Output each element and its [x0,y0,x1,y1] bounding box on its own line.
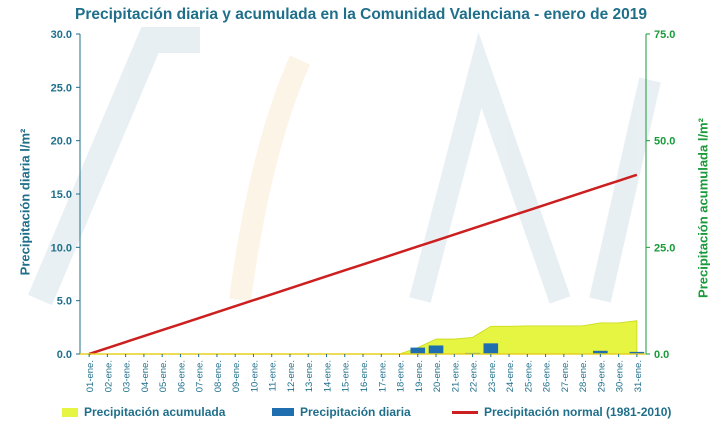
y-left-tick-label: 10.0 [51,242,72,254]
y-right-tick-label: 25.0 [654,242,675,254]
legend-item-acumulada: Precipitación acumulada [62,404,225,420]
x-tick-label: 29-ene. [596,360,607,392]
x-tick-label: 15-ene. [341,360,352,392]
x-tick-label: 09-ene. [231,360,242,392]
legend-label-normal: Precipitación normal (1981-2010) [484,405,672,419]
legend-swatch-normal [452,410,478,414]
y-axis-left-label: Precipitación diaria l/m² [17,128,33,276]
legend-item-diaria: Precipitación diaria [272,404,411,420]
bar-diaria [483,343,499,354]
y-left-tick-label: 15.0 [51,189,72,201]
x-tick-label: 31-ene. [633,360,644,392]
legend-swatch-diaria [272,408,294,416]
y-left-tick-label: 25.0 [51,82,72,94]
x-tick-label: 17-ene. [377,360,388,392]
x-tick-label: 14-ene. [322,360,333,392]
x-tick-label: 20-ene. [432,360,443,392]
x-tick-label: 19-ene. [414,360,425,392]
x-tick-label: 12-ene. [286,360,297,392]
y-left-tick-label: 0.0 [57,349,72,361]
x-tick-label: 21-ene. [450,360,461,392]
x-tick-label: 30-ene. [615,360,626,392]
x-tick-label: 22-ene. [469,360,480,392]
bar-diaria [410,347,426,354]
legend-label-acumulada: Precipitación acumulada [84,405,226,419]
x-tick-label: 24-ene. [505,360,516,392]
y-left-tick-label: 5.0 [57,296,72,308]
y-right-tick-label: 50.0 [654,136,675,148]
x-tick-label: 13-ene. [304,360,315,392]
x-tick-label: 02-ene. [103,360,114,392]
x-tick-label: 06-ene. [176,360,187,392]
series-area-acumulada [89,320,638,355]
x-tick-label: 11-ene. [268,360,279,392]
x-tick-label: 08-ene. [213,360,224,392]
x-tick-label: 10-ene. [249,360,260,392]
x-tick-label: 18-ene. [396,360,407,392]
series-line-normal [88,173,638,356]
legend-swatch-acumulada [62,407,78,417]
bar-diaria [629,351,645,354]
x-tick-label: 25-ene. [523,360,534,392]
x-tick-label: 05-ene. [158,360,169,392]
x-tick-label: 26-ene. [542,360,553,392]
bar-diaria [428,345,444,354]
x-tick-label: 23-ene. [487,360,498,392]
y-left-tick-label: 20.0 [51,136,72,148]
y-right-tick-label: 75.0 [654,29,675,41]
bar-diaria [593,350,608,354]
y-axis-right-label: Precipitación acumulada l/m² [695,118,711,298]
x-tick-label: 27-ene. [560,360,571,392]
x-tick-label: 01-ene. [85,360,96,392]
watermark-logo [28,27,661,306]
x-tick-label: 16-ene. [359,360,370,392]
x-tick-label: 28-ene. [578,360,589,392]
x-tick-label: 07-ene. [195,360,206,392]
x-tick-label: 03-ene. [122,360,133,392]
y-right-tick-label: 0.0 [654,349,669,361]
y-left-tick-label: 30.0 [51,29,72,41]
legend-label-diaria: Precipitación diaria [300,405,411,419]
chart-title: Precipitación diaria y acumulada en la C… [75,6,647,23]
x-tick-label: 04-ene. [140,360,151,392]
legend-item-normal: Precipitación normal (1981-2010) [452,404,671,420]
